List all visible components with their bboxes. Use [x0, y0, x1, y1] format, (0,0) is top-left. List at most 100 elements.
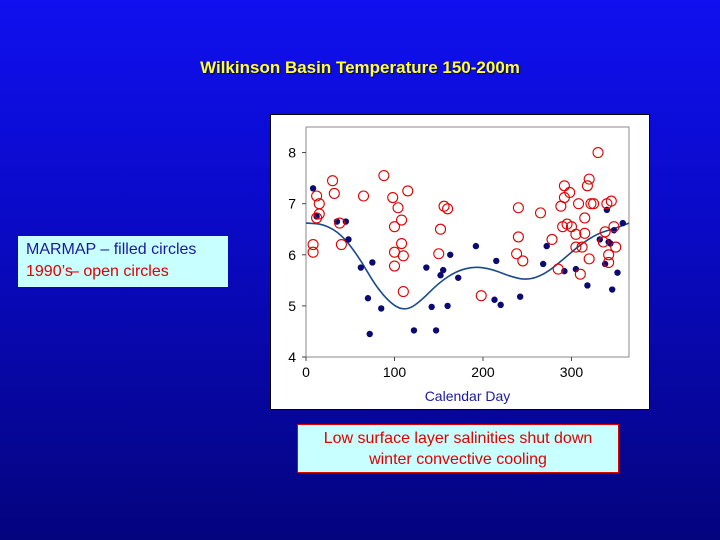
legend-filled-label: MARMAP – filled circles [26, 241, 197, 258]
open-circle-point [592, 147, 604, 159]
x-tick-label: 0 [302, 364, 310, 380]
open-circle-point [392, 202, 404, 214]
marmap-point [313, 213, 320, 220]
marmap-point [619, 219, 627, 227]
open-circle-point [438, 200, 450, 212]
marmap-point [455, 274, 462, 281]
open-circle-point [603, 256, 615, 268]
marmap-point [378, 305, 385, 312]
marmap-point [366, 330, 373, 338]
open-circle-point [396, 214, 408, 226]
marmap-point [491, 296, 498, 303]
legend-open-label: 1990’s– open circles [26, 261, 220, 283]
marmap-point [309, 185, 317, 192]
legend-open-prefix: 1990’s [26, 263, 73, 280]
open-circle-point [579, 212, 591, 224]
note-line-2: winter convective cooling [369, 451, 547, 468]
open-circle-point [546, 233, 558, 245]
open-circle-point [517, 255, 529, 267]
marmap-point [437, 272, 444, 279]
y-tick-label: 8 [288, 145, 296, 161]
note-box: Low surface layer salinities shut down w… [297, 424, 619, 473]
open-circle-point [388, 221, 401, 233]
marmap-point [428, 303, 435, 311]
open-circle-point [605, 195, 617, 207]
open-circle-point [334, 217, 346, 229]
y-tick-label: 5 [288, 298, 296, 314]
open-circle-point [335, 239, 347, 251]
y-tick-label: 4 [288, 349, 296, 365]
open-circle-point [599, 226, 611, 238]
open-circle-point [610, 241, 622, 253]
marmap-point [493, 257, 500, 265]
marmap-point [432, 327, 440, 334]
marmap-point [410, 327, 418, 334]
open-circle-point [328, 187, 340, 199]
slide-title: Wilkinson Basin Temperature 150-200m [200, 58, 520, 77]
marmap-point [543, 242, 550, 250]
y-tick-label: 7 [288, 196, 296, 212]
open-circle-point [433, 248, 445, 260]
fit-curve [305, 222, 630, 310]
open-circle-point [585, 198, 597, 210]
open-circle-point [579, 227, 591, 239]
open-circle-point [434, 223, 447, 235]
marmap-point [369, 259, 376, 266]
note-line-1: Low surface layer salinities shut down [323, 430, 593, 447]
marmap-point [364, 295, 372, 302]
marmap-point [439, 266, 447, 274]
marmap-point [447, 251, 454, 258]
open-circle-point [313, 198, 325, 210]
open-circle-point [576, 241, 588, 253]
x-axis-label: Calendar Day [425, 388, 511, 404]
open-circle-point [307, 246, 319, 258]
chart-panel: 4 5 6 7 8 0 100 200 300 Calendar Day [270, 114, 650, 410]
open-circle-point [511, 248, 523, 260]
open-circle-point [311, 190, 323, 202]
open-circle-point [512, 231, 524, 243]
open-circle-point [570, 228, 582, 240]
open-circle-point [397, 286, 409, 298]
open-circle-point [388, 260, 401, 272]
x-tick-label: 100 [383, 364, 407, 380]
open-circle-point [552, 263, 564, 275]
open-circle-point [307, 239, 319, 251]
open-circle-point [570, 241, 582, 253]
marmap-point [345, 236, 352, 243]
marmap-point [608, 286, 616, 293]
marmap-point [539, 260, 547, 268]
x-tick-label: 300 [560, 364, 584, 380]
marmap-point [472, 242, 480, 250]
y-tick-label: 6 [288, 247, 296, 263]
open-circle-point [581, 180, 593, 192]
legend-box: MARMAP – filled circles 1990’s– open cir… [18, 236, 228, 287]
open-circle-point [588, 198, 600, 210]
open-circle-point [378, 170, 390, 182]
open-circle-point [573, 198, 585, 210]
open-circle-point [583, 173, 595, 185]
marmap-point [614, 269, 621, 276]
open-circle-point [442, 203, 454, 215]
open-circle-point [583, 253, 595, 265]
open-circle-point [387, 191, 399, 204]
x-tick-label: 200 [471, 364, 495, 380]
marmap-point [444, 302, 451, 310]
marmap-point [497, 301, 504, 309]
open-circle-point [603, 249, 615, 261]
open-circle-point [534, 207, 547, 219]
open-circle-point [475, 290, 487, 302]
marmap-point [516, 293, 524, 300]
open-circle-point [512, 202, 524, 214]
open-circle-point [397, 250, 409, 262]
open-circle-point [564, 186, 576, 198]
open-circle-point [574, 268, 586, 280]
open-circle-point [558, 180, 570, 192]
open-circle-point [402, 185, 414, 197]
marmap-point [423, 264, 430, 271]
open-circle-point [357, 190, 370, 202]
legend-open-suffix: – open circles [70, 263, 169, 280]
marmap-point [610, 227, 618, 234]
plot-area [305, 126, 630, 358]
open-circle-point [326, 175, 339, 187]
scatter-chart: 4 5 6 7 8 0 100 200 300 Calendar Day [288, 126, 630, 404]
